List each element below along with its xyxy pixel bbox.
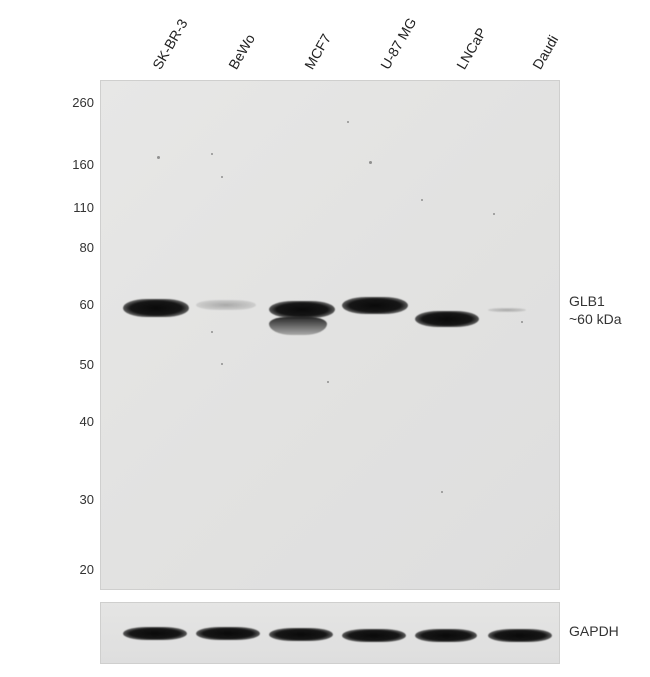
target-name: GLB1 — [569, 293, 605, 309]
loading-band — [269, 628, 333, 641]
mw-marker-label: 260 — [60, 95, 94, 110]
loading-control-membrane — [100, 602, 560, 664]
mw-marker-label: 50 — [60, 357, 94, 372]
mw-marker-label: 60 — [60, 297, 94, 312]
lane-labels-row: SK-BR-3 BeWo MCF7 U-87 MG LNCaP Daudi — [115, 10, 573, 80]
protein-band — [342, 297, 408, 314]
protein-band — [123, 299, 189, 317]
mw-marker-label: 30 — [60, 492, 94, 507]
protein-band — [488, 308, 526, 312]
target-size: ~60 kDa — [569, 311, 622, 327]
western-blot-figure: SK-BR-3 BeWo MCF7 U-87 MG LNCaP Daudi GLB1 ~6… — [15, 10, 635, 670]
loading-band — [342, 629, 406, 642]
main-blot-membrane — [100, 80, 560, 590]
loading-name: GAPDH — [569, 623, 619, 639]
mw-marker-label: 80 — [60, 240, 94, 255]
noise-speck — [221, 176, 223, 178]
lane-label: U-87 MG — [377, 15, 419, 72]
noise-speck — [327, 381, 329, 383]
lane-label: Daudi — [529, 32, 561, 72]
protein-band — [196, 300, 256, 310]
loading-band — [196, 627, 260, 640]
noise-speck — [493, 213, 495, 215]
protein-band — [269, 317, 327, 335]
target-annotation: GLB1 ~60 kDa — [569, 292, 622, 328]
loading-annotation: GAPDH — [569, 622, 619, 640]
noise-speck — [369, 161, 372, 164]
lane-label: MCF7 — [301, 31, 334, 72]
loading-band — [123, 627, 187, 640]
lane-label: SK-BR-3 — [149, 16, 190, 72]
loading-band — [488, 629, 552, 642]
noise-speck — [211, 331, 213, 333]
lane-label: LNCaP — [453, 25, 489, 72]
noise-speck — [521, 321, 523, 323]
noise-speck — [347, 121, 349, 123]
noise-speck — [157, 156, 160, 159]
noise-speck — [211, 153, 213, 155]
protein-band — [415, 311, 479, 327]
mw-marker-label: 20 — [60, 562, 94, 577]
noise-speck — [441, 491, 443, 493]
loading-band — [415, 629, 477, 642]
mw-marker-label: 110 — [60, 200, 94, 215]
lane-label: BeWo — [225, 31, 258, 72]
noise-speck — [221, 363, 223, 365]
noise-speck — [421, 199, 423, 201]
protein-band — [269, 301, 335, 318]
mw-marker-label: 160 — [60, 157, 94, 172]
mw-marker-label: 40 — [60, 414, 94, 429]
